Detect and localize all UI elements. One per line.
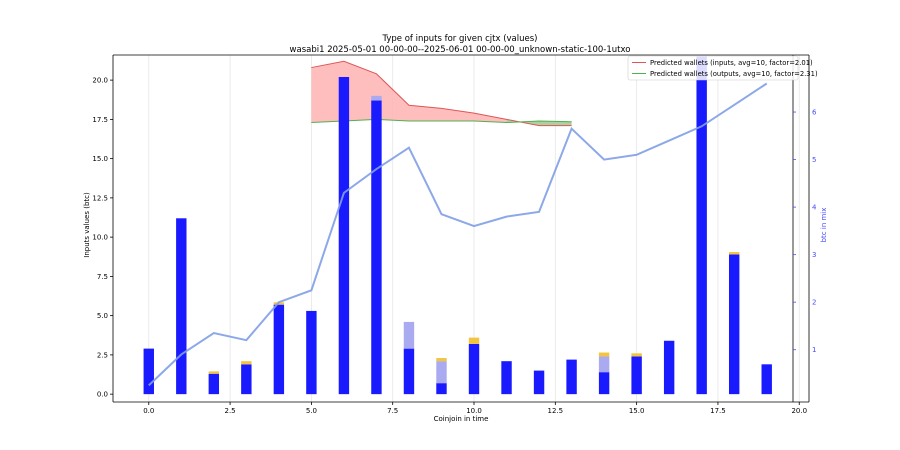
bar-segment bbox=[468, 337, 480, 344]
bar-segment bbox=[468, 343, 480, 395]
bar-segment bbox=[241, 361, 252, 365]
y2-tick-label: 6 bbox=[812, 109, 817, 117]
y-tick-label: 2.5 bbox=[97, 351, 108, 359]
x-tick-label: 2.5 bbox=[225, 407, 236, 415]
x-tick-label: 0.0 bbox=[143, 407, 154, 415]
bar-segment bbox=[403, 321, 415, 349]
bar-segment bbox=[273, 304, 285, 395]
bar-segment bbox=[631, 356, 642, 395]
x-tick-label: 10.0 bbox=[466, 407, 482, 415]
bar-segment bbox=[598, 356, 610, 373]
bar-segment bbox=[143, 348, 154, 395]
y2-tick-label: 4 bbox=[812, 204, 817, 212]
bar-segment bbox=[728, 254, 740, 395]
y2-tick-label: 3 bbox=[812, 251, 816, 259]
y2-axis-label: btc in mix bbox=[820, 208, 828, 243]
x-tick-label: 15.0 bbox=[629, 407, 645, 415]
y-tick-label: 12.5 bbox=[92, 194, 108, 202]
y-tick-label: 15.0 bbox=[92, 155, 108, 163]
y2-tick-label: 2 bbox=[812, 299, 816, 307]
legend: Predicted wallets (inputs, avg=10, facto… bbox=[627, 55, 818, 81]
bar-segment bbox=[338, 76, 350, 395]
bar-segment bbox=[208, 373, 220, 395]
predicted-inputs-area bbox=[311, 61, 572, 126]
bar-segment bbox=[371, 95, 382, 101]
bar-segment bbox=[436, 361, 447, 384]
y2-tick-label: 5 bbox=[812, 156, 816, 164]
bar-segment bbox=[566, 359, 577, 395]
predicted-outputs-line bbox=[311, 118, 572, 124]
bar-segment bbox=[176, 218, 187, 395]
bar-segment bbox=[598, 372, 610, 395]
bar-segment bbox=[663, 340, 675, 395]
x-tick-label: 7.5 bbox=[387, 407, 398, 415]
y-tick-label: 7.5 bbox=[97, 273, 108, 281]
chart-subtitle: wasabi1 2025-05-01 00-00-00--2025-06-01 … bbox=[290, 45, 631, 55]
x-tick-label: 20.0 bbox=[791, 407, 807, 415]
bar-segment bbox=[241, 364, 252, 395]
y-tick-label: 17.5 bbox=[92, 116, 108, 124]
bar-segment bbox=[598, 352, 610, 357]
x-tick-label: 12.5 bbox=[548, 407, 564, 415]
bar-segment bbox=[696, 56, 707, 395]
bar-segment bbox=[761, 364, 772, 395]
y2-tick-label: 1 bbox=[812, 346, 816, 354]
x-axis-label: Coinjoin in time bbox=[434, 415, 489, 423]
bar-segment bbox=[501, 361, 512, 395]
y-tick-label: 0.0 bbox=[97, 391, 108, 399]
bar-segment bbox=[371, 100, 382, 395]
x-tick-label: 17.5 bbox=[710, 407, 726, 415]
bar-segment bbox=[436, 358, 447, 362]
y-tick-label: 5.0 bbox=[97, 312, 108, 320]
bar-segment bbox=[631, 353, 642, 357]
bar-segment bbox=[728, 252, 740, 255]
y-tick-label: 10.0 bbox=[92, 234, 108, 242]
chart-title: Type of inputs for given cjtx (values) bbox=[382, 34, 538, 44]
legend-box bbox=[627, 55, 799, 81]
bar-segment bbox=[208, 371, 220, 374]
y-axis-label: Inputs values (btc) bbox=[83, 192, 91, 258]
bar-segment bbox=[533, 370, 545, 395]
legend-outputs-label: Predicted wallets (outputs, avg=10, fact… bbox=[650, 70, 818, 78]
btc-in-mix-line bbox=[148, 82, 768, 387]
bar-segment bbox=[436, 383, 447, 395]
legend-inputs-label: Predicted wallets (inputs, avg=10, facto… bbox=[650, 59, 813, 67]
bar-segment bbox=[306, 310, 317, 395]
x-tick-label: 5.0 bbox=[306, 407, 317, 415]
plot-area: 0.0 2.5 5.0 7.5 10.0 12.5 15.0 17.5 20.00.02.55.… bbox=[92, 54, 817, 415]
predicted-inputs-line bbox=[311, 60, 572, 127]
bar-segment bbox=[403, 348, 415, 395]
predicted-outputs-area bbox=[506, 119, 572, 126]
y-tick-label: 20.0 bbox=[92, 77, 108, 85]
